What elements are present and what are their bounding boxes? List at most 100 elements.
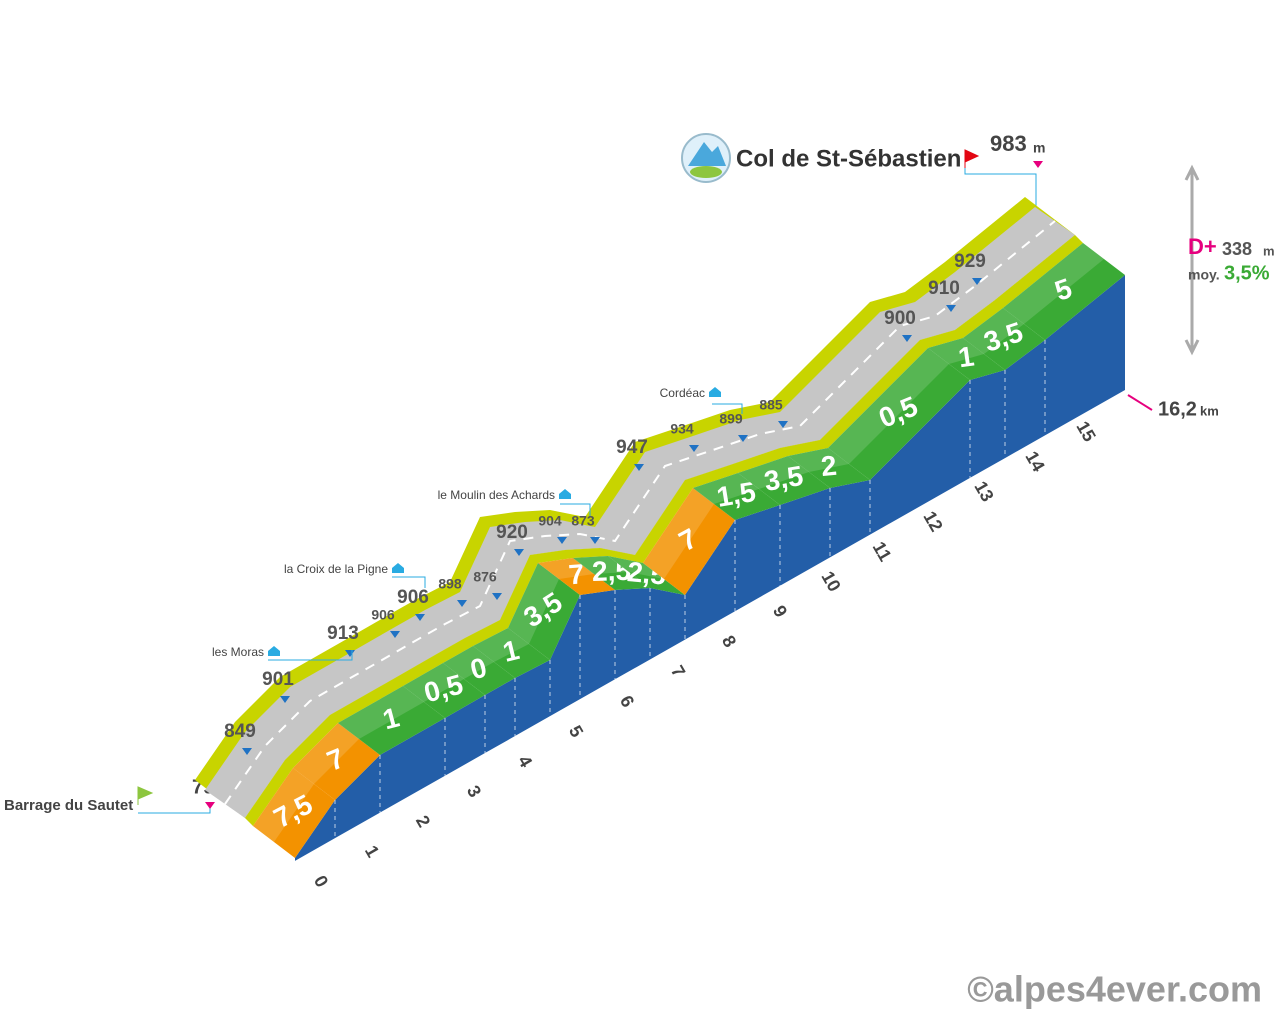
altitude-marker — [738, 435, 748, 442]
summit-flag — [964, 149, 980, 168]
altitude-label: 906 — [371, 607, 395, 623]
header: Col de St-Sébastien 983 m — [681, 131, 1045, 222]
altitude-label: 929 — [954, 251, 986, 272]
place-icon — [268, 646, 280, 656]
distance-tick — [1127, 394, 1153, 411]
elevation-arrow — [1184, 164, 1200, 356]
grade-highlight — [403, 663, 464, 702]
summit-unit: m — [1033, 140, 1045, 156]
km-tick-label: 12 — [919, 508, 946, 535]
start-leader — [138, 805, 211, 814]
altitude-marker — [689, 445, 699, 452]
elevation-label: D+ — [1188, 234, 1217, 259]
grade-highlight — [338, 686, 424, 739]
km-tick-label: 14 — [1021, 448, 1048, 475]
grade-highlight — [573, 556, 629, 574]
grade-segment — [293, 723, 380, 800]
altitude-marker — [457, 600, 467, 607]
altitude-label: 899 — [719, 411, 743, 427]
grade-highlight — [253, 768, 314, 842]
altitude-marker — [415, 614, 425, 621]
km-tick-label: 7 — [667, 662, 689, 681]
grade-label: 7 — [567, 558, 585, 590]
grade-label: 1 — [956, 340, 976, 373]
altitude-label: 947 — [616, 437, 648, 458]
altitude-marker — [902, 335, 912, 342]
road — [205, 207, 1075, 818]
grade-segment — [963, 308, 1045, 370]
altitude-marker — [492, 593, 502, 600]
place-leader — [392, 576, 426, 588]
elevation-box: D+ 338 m moy. 3,5% — [1184, 164, 1275, 356]
altitude-marker — [280, 696, 290, 703]
km-tick-label: 9 — [769, 602, 791, 621]
km-tick-label: 1 — [361, 842, 383, 861]
logo-grass — [690, 166, 722, 178]
altitude-label: 906 — [397, 587, 429, 608]
km-tick-label: 10 — [817, 568, 844, 595]
logo-mountain — [688, 142, 726, 166]
altitude-marker — [557, 537, 567, 544]
grade-highlight — [963, 308, 1024, 354]
grade-segment — [738, 456, 830, 505]
place-name: la Croix de la Pigne — [284, 562, 388, 576]
altitude-label: 898 — [438, 576, 462, 592]
grade-segment — [508, 563, 580, 660]
altitude-label: 920 — [496, 522, 528, 543]
grade-segment — [573, 556, 650, 590]
km-tick-label: 2 — [412, 812, 434, 831]
average-label: moy. — [1188, 267, 1220, 283]
place-leader — [268, 650, 353, 661]
grade-highlight — [788, 448, 849, 472]
km-tick-label: 11 — [869, 538, 896, 564]
km-tick-label: 15 — [1072, 418, 1099, 445]
altitude-marker — [590, 537, 600, 544]
grade-segment — [403, 663, 485, 718]
km-tick-label: 13 — [970, 478, 997, 505]
elevation-value: 338 — [1222, 239, 1252, 259]
distance-value: 16,2 — [1158, 398, 1197, 420]
average-value: 3,5% — [1224, 262, 1270, 284]
altitude-marker — [946, 305, 956, 312]
grade-segment — [643, 488, 735, 595]
altitude-label: 900 — [884, 308, 916, 329]
grade-highlight — [538, 558, 594, 579]
title: Col de St-Sébastien — [736, 145, 961, 172]
grade-highlight — [443, 646, 494, 679]
altitude-label: 934 — [670, 421, 694, 437]
grade-segment — [788, 448, 870, 488]
km-tick-label: 4 — [514, 752, 536, 771]
grade-segment — [473, 628, 550, 678]
grade-segment — [1003, 243, 1125, 340]
km-tick-label: 5 — [565, 722, 587, 741]
place-icon — [559, 489, 571, 499]
grade-segment — [828, 348, 970, 480]
distance: 16,2 km — [1127, 394, 1219, 420]
altitude-marker — [390, 631, 400, 638]
altitude-label: 885 — [759, 397, 783, 413]
grade-segment — [443, 646, 515, 695]
elevation-unit: m — [1263, 243, 1275, 258]
place-name: Cordéac — [660, 386, 705, 400]
summit-marker — [1033, 161, 1043, 168]
km-tick-label: 8 — [718, 632, 740, 651]
grade-label: 3,5 — [762, 460, 805, 497]
altitude-marker — [242, 748, 252, 755]
grade-label: 2 — [820, 450, 839, 482]
altitude-label: 904 — [538, 513, 562, 529]
distance-unit: km — [1200, 403, 1219, 418]
grade-highlight — [473, 628, 529, 662]
grade-highlight — [828, 348, 949, 464]
grade-highlight — [928, 338, 984, 364]
altitude-label: 849 — [224, 721, 256, 742]
grade-segment — [338, 686, 445, 755]
altitude-marker — [972, 278, 982, 285]
grade-highlight — [738, 456, 809, 489]
road-edge — [245, 235, 1083, 826]
grade-label: 1 — [379, 701, 402, 735]
road-line — [224, 220, 1056, 805]
start-marker — [205, 802, 215, 809]
grade-segment — [928, 338, 1005, 380]
grade-segment — [538, 558, 615, 595]
